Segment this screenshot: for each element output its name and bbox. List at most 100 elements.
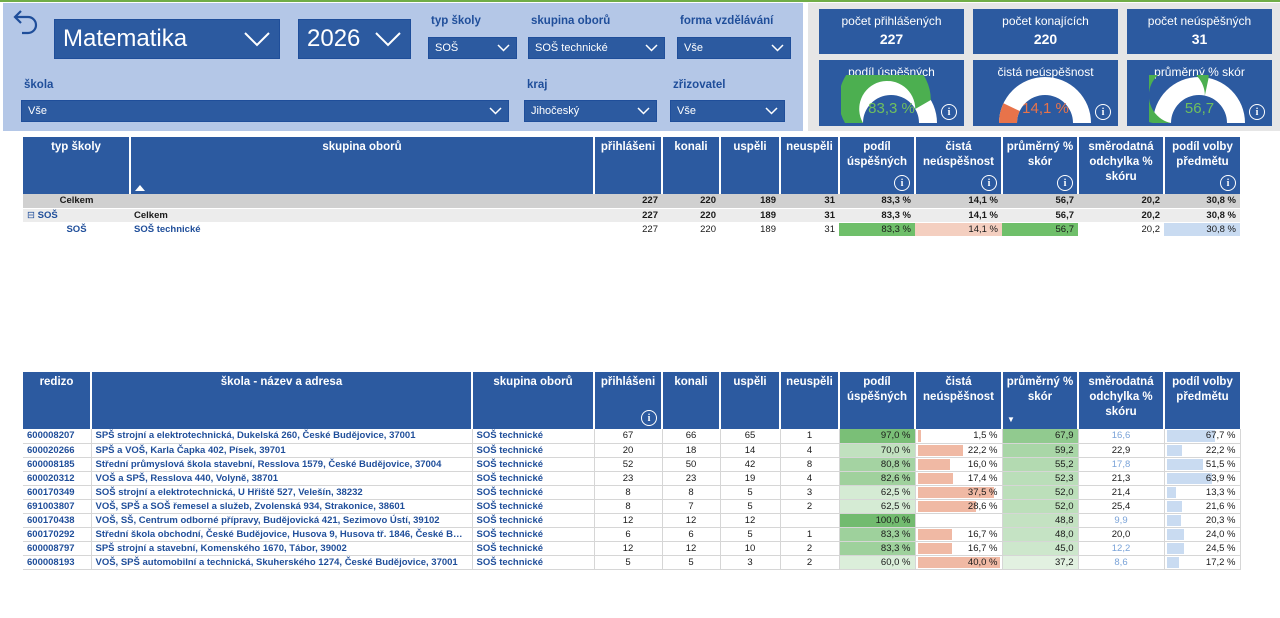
back-button[interactable] — [11, 7, 41, 37]
cell-volba: 30,8 % — [1164, 222, 1240, 237]
cell-neuspeli: 2 — [780, 555, 840, 570]
cell-volba-bar — [1166, 486, 1176, 498]
col-volba[interactable]: podíl volby předmětu — [1164, 372, 1240, 429]
table-row[interactable]: 600008185 Střední průmyslová škola staveb… — [23, 457, 1241, 472]
col-prihlaseni[interactable]: přihlášeni i — [594, 372, 663, 429]
kpi-prumerny-skor: průměrný % skór 56,7 i — [1127, 60, 1272, 126]
kpi-cista-neuspesnost: čistá neúspěšnost 14,1 % i — [973, 60, 1118, 126]
cell-volba-value: 24,5 % — [1205, 542, 1236, 554]
col-konali[interactable]: konali — [662, 372, 721, 429]
kpi-podil-value: 83,3 % — [868, 100, 915, 117]
col-smer[interactable]: směrodatná odchylka % skóru — [1078, 372, 1165, 429]
cell-konali: 8 — [662, 485, 721, 500]
col-podil[interactable]: podíl úspěšných — [839, 372, 916, 429]
col-uspeli[interactable]: uspěli — [720, 137, 781, 194]
cell-redizo: 600020266 — [23, 443, 92, 458]
gauge-fill — [999, 103, 1020, 123]
info-icon[interactable]: i — [1057, 175, 1073, 191]
subject-dropdown[interactable]: Matematika — [54, 19, 280, 59]
cell-volba-value: 24,0 % — [1205, 528, 1236, 540]
col-konali[interactable]: konali — [662, 137, 721, 194]
cell-smer: 12,2 — [1078, 541, 1165, 556]
cell-podil: 97,0 % — [839, 429, 916, 444]
cell-volba-bar — [1166, 430, 1215, 442]
year-dropdown[interactable]: 2026 — [298, 19, 411, 59]
cell-volba-value: 17,2 % — [1205, 556, 1236, 568]
kpi-podil-uspesnych: podíl úspěšných 83,3 % i — [819, 60, 964, 126]
info-icon[interactable]: i — [641, 410, 657, 426]
cell-skupina: SOŠ technické — [472, 541, 595, 556]
cell-neuspeli: 4 — [780, 443, 840, 458]
cell-neuspeli: 1 — [780, 527, 840, 542]
table-row[interactable]: 600020312 VOŠ a SPŠ, Resslova 440, Volyně… — [23, 471, 1241, 486]
table-row[interactable]: 691003807 VOŠ, SPŠ a SOŠ řemesel a služeb… — [23, 499, 1241, 514]
cell-cista-bar — [917, 430, 921, 442]
table-row[interactable]: 600008193 VOŠ, SPŠ automobilní a technick… — [23, 555, 1241, 570]
cell-podil: 80,8 % — [839, 457, 916, 472]
cell-neuspeli: 31 — [780, 208, 839, 223]
table-row[interactable]: 600170438 VOŠ, SŠ, Centrum odborné přípra… — [23, 513, 1241, 528]
cell-typ[interactable]: ⊟ SOŠ — [23, 208, 130, 223]
info-icon[interactable]: i — [1095, 104, 1111, 120]
kpi-prumer-value: 56,7 — [1184, 100, 1215, 117]
cell-podil: 83,3 % — [839, 194, 915, 209]
info-icon[interactable]: i — [1220, 175, 1236, 191]
cell-prihlaseni: 8 — [594, 485, 663, 500]
col-prumer[interactable]: průměrný % skór ▼ — [1002, 372, 1079, 429]
info-icon[interactable]: i — [1249, 104, 1265, 120]
expand-icon[interactable]: ⊟ — [27, 209, 35, 221]
cell-skola: SPŠ a VOŠ, Karla Čapka 402, Písek, 39701 — [91, 443, 473, 458]
skola-dropdown[interactable]: Vše — [21, 100, 509, 122]
info-icon[interactable]: i — [941, 104, 957, 120]
typ-skoly-dropdown[interactable]: SOŠ — [428, 37, 517, 59]
info-icon[interactable]: i — [981, 175, 997, 191]
cell-volba: 17,2 % — [1164, 555, 1241, 570]
col-neuspeli[interactable]: neuspěli — [780, 372, 840, 429]
cell-uspeli: 189 — [720, 208, 780, 223]
cell-konali: 50 — [662, 457, 721, 472]
table-row[interactable]: 600008797 SPŠ strojní a stavební, Komensk… — [23, 541, 1241, 556]
col-typ-skoly[interactable]: typ školy — [23, 137, 131, 194]
col-volba[interactable]: podíl volby předmětu i — [1164, 137, 1240, 194]
cell-cista: 14,1 % — [915, 194, 1002, 209]
cell-skupina — [130, 194, 594, 209]
col-prumer[interactable]: průměrný % skór i — [1002, 137, 1079, 194]
skupina-oboru-dropdown[interactable]: SOŠ technické — [528, 37, 665, 59]
cell-podil: 83,3 % — [839, 541, 916, 556]
info-icon[interactable]: i — [894, 175, 910, 191]
kpi-konajici: počet konajících 220 — [973, 9, 1118, 54]
cell-prihlaseni: 5 — [594, 555, 663, 570]
zrizovatel-dropdown[interactable]: Vše — [670, 100, 785, 122]
kraj-dropdown[interactable]: Jihočeský — [524, 100, 657, 122]
col-typ-skoly-label: typ školy — [51, 141, 101, 153]
col-konali-label: konali — [674, 141, 708, 153]
col-prihlaseni[interactable]: přihlášeni — [594, 137, 663, 194]
cell-redizo: 600020312 — [23, 471, 92, 486]
cell-volba-value: 21,6 % — [1205, 500, 1236, 512]
forma-dropdown[interactable]: Vše — [677, 37, 791, 59]
cell-konali: 12 — [662, 541, 721, 556]
col-skola[interactable]: škola - název a adresa — [91, 372, 473, 429]
table-row[interactable]: 600170349 SOŠ strojní a elektrotechnická,… — [23, 485, 1241, 500]
cell-prihlaseni: 12 — [594, 541, 663, 556]
col-smer[interactable]: směrodatná odchylka % skóru — [1078, 137, 1165, 194]
table-row[interactable]: 600008207 SPŠ strojní a elektrotechnická,… — [23, 429, 1241, 444]
col-podil-label: podíl úspěšných — [846, 141, 908, 168]
schools-table: redizo škola - název a adresa skupina ob… — [23, 372, 1241, 570]
col-podil[interactable]: podíl úspěšných i — [839, 137, 916, 194]
cell-prihlaseni: 23 — [594, 471, 663, 486]
col-uspeli[interactable]: uspěli — [720, 372, 781, 429]
col-cista[interactable]: čistá neúspěšnost i — [915, 137, 1003, 194]
table-row[interactable]: 600170292 Střední škola obchodní, České B… — [23, 527, 1241, 542]
col-neuspeli[interactable]: neuspěli — [780, 137, 840, 194]
col-podil-label: podíl úspěšných — [846, 376, 908, 403]
cell-volba-bar — [1166, 556, 1179, 568]
col-redizo[interactable]: redizo — [23, 372, 92, 429]
col-cista[interactable]: čistá neúspěšnost — [915, 372, 1003, 429]
col-skupina-oboru[interactable]: skupina oborů — [130, 137, 595, 194]
col-skupina-oboru[interactable]: skupina oborů — [472, 372, 595, 429]
table-row[interactable]: 600020266 SPŠ a VOŠ, Karla Čapka 402, Pís… — [23, 443, 1241, 458]
cell-smer: 21,3 — [1078, 471, 1165, 486]
cell-uspeli: 5 — [720, 527, 781, 542]
col-uspeli-label: uspěli — [733, 141, 767, 153]
